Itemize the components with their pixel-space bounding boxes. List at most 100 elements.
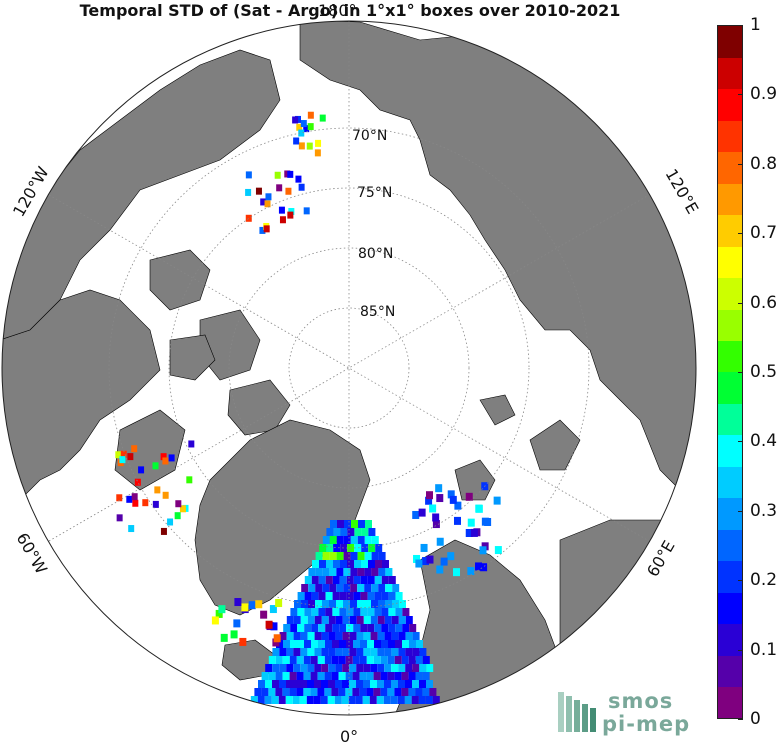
data-cell bbox=[348, 696, 356, 704]
data-cell bbox=[418, 508, 426, 517]
data-cell bbox=[331, 688, 339, 696]
data-cell bbox=[278, 206, 285, 214]
data-cell bbox=[338, 688, 346, 696]
data-cell bbox=[429, 504, 437, 513]
data-cell bbox=[268, 672, 276, 680]
data-cell bbox=[384, 680, 391, 688]
data-cell bbox=[322, 568, 330, 576]
data-cell bbox=[371, 536, 379, 544]
data-cell bbox=[303, 125, 310, 133]
colorbar-tick-mark bbox=[738, 441, 743, 443]
data-cell bbox=[408, 688, 416, 696]
data-cell bbox=[361, 560, 368, 568]
data-cell bbox=[412, 664, 420, 672]
data-cell bbox=[286, 680, 293, 688]
data-cell bbox=[325, 640, 332, 648]
data-cell bbox=[479, 546, 487, 555]
data-cell bbox=[412, 510, 420, 519]
colorbar-tick-mark bbox=[738, 719, 743, 720]
data-cell bbox=[331, 656, 339, 664]
data-cell bbox=[364, 552, 372, 560]
data-cell bbox=[351, 520, 358, 528]
colorbar-segment bbox=[718, 88, 742, 121]
data-cell bbox=[346, 608, 354, 616]
data-cell bbox=[398, 680, 405, 688]
data-cell bbox=[413, 554, 421, 563]
data-cell bbox=[356, 632, 364, 640]
data-cell bbox=[422, 688, 430, 696]
data-cell bbox=[453, 568, 461, 577]
data-cell bbox=[328, 680, 335, 688]
colorbar-tick-label: 1 bbox=[750, 15, 761, 35]
lat-label-70: 70°N bbox=[352, 128, 387, 144]
data-cell bbox=[419, 664, 427, 672]
data-cell bbox=[402, 640, 409, 648]
data-cell bbox=[357, 552, 365, 560]
data-cell bbox=[272, 648, 280, 656]
data-cell bbox=[245, 188, 252, 196]
data-cells bbox=[115, 111, 502, 704]
data-cell bbox=[289, 688, 297, 696]
data-cell bbox=[339, 576, 347, 584]
data-cell bbox=[300, 632, 308, 640]
data-cell bbox=[363, 648, 371, 656]
data-cell bbox=[160, 453, 167, 461]
data-cell bbox=[415, 656, 423, 664]
data-cell bbox=[321, 616, 329, 624]
data-cell bbox=[279, 680, 286, 688]
data-cell bbox=[377, 616, 385, 624]
data-cell bbox=[322, 536, 330, 544]
data-cell bbox=[299, 696, 307, 704]
data-cell bbox=[272, 638, 280, 647]
data-cell bbox=[454, 501, 462, 510]
data-cell bbox=[391, 632, 399, 640]
data-cell bbox=[308, 584, 316, 592]
data-cell bbox=[340, 528, 348, 536]
polar-map: 70°N 75°N 80°N 85°N 180° 0° 120°W 120°E … bbox=[1, 1, 702, 746]
data-cell bbox=[329, 536, 337, 544]
data-cell bbox=[480, 563, 488, 572]
data-cell bbox=[374, 640, 381, 648]
data-cell bbox=[388, 592, 396, 600]
map-title: Temporal STD of (Sat - Argo) in 1°x1° bo… bbox=[79, 1, 621, 20]
data-cell bbox=[296, 656, 304, 664]
data-cell bbox=[263, 225, 270, 233]
data-cell bbox=[134, 478, 141, 486]
data-cell bbox=[402, 608, 410, 616]
data-cell bbox=[264, 200, 271, 208]
data-cell bbox=[395, 592, 403, 600]
data-cell bbox=[398, 648, 406, 656]
data-cell bbox=[435, 484, 443, 493]
data-cell bbox=[470, 528, 478, 537]
data-cell bbox=[345, 656, 353, 664]
data-cell bbox=[315, 139, 322, 147]
data-cell bbox=[308, 568, 316, 576]
data-cell bbox=[370, 664, 378, 672]
land-canada bbox=[2, 289, 161, 511]
data-cell bbox=[350, 584, 358, 592]
data-cell bbox=[329, 600, 336, 608]
data-cell bbox=[377, 664, 385, 672]
data-cell bbox=[120, 450, 127, 458]
data-cell bbox=[360, 640, 367, 648]
data-cell bbox=[420, 543, 428, 552]
data-cell bbox=[432, 696, 440, 704]
data-cell bbox=[440, 557, 448, 566]
data-cell bbox=[333, 560, 340, 568]
data-cell bbox=[329, 552, 337, 560]
data-cell bbox=[425, 491, 433, 500]
data-cell bbox=[303, 672, 311, 680]
data-cell bbox=[218, 605, 226, 614]
data-cell bbox=[301, 584, 309, 592]
data-cell bbox=[318, 576, 326, 584]
data-cell bbox=[356, 616, 364, 624]
data-cell bbox=[345, 672, 353, 680]
data-cell bbox=[359, 672, 367, 680]
data-cell bbox=[416, 640, 423, 648]
data-cell bbox=[325, 608, 333, 616]
data-cell bbox=[353, 576, 361, 584]
data-cell bbox=[324, 656, 332, 664]
colorbar-tick-label: 0.3 bbox=[750, 500, 778, 521]
data-cell bbox=[426, 664, 434, 672]
data-cell bbox=[186, 476, 193, 484]
